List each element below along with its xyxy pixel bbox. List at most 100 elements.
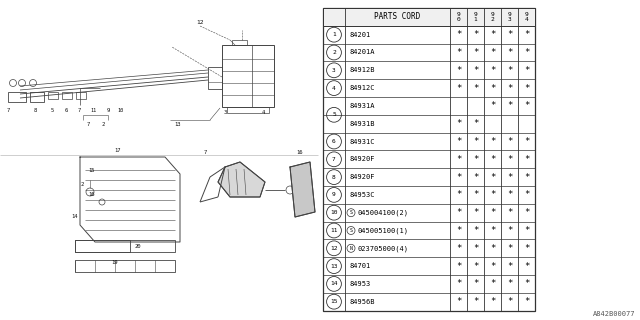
Text: *: * [524, 84, 529, 92]
Text: 9
2: 9 2 [491, 12, 494, 22]
Circle shape [326, 152, 341, 167]
Text: *: * [473, 297, 478, 306]
Text: 2: 2 [101, 122, 104, 126]
Bar [30, 92, 44, 102]
Text: 19: 19 [112, 260, 118, 265]
Text: 84201A: 84201A [349, 50, 374, 55]
Bar [208, 67, 222, 89]
Polygon shape [290, 162, 315, 217]
Text: *: * [507, 279, 512, 288]
Bar [75, 240, 130, 252]
Text: *: * [456, 172, 461, 182]
Text: 023705000(4): 023705000(4) [357, 245, 408, 252]
Text: *: * [473, 208, 478, 217]
Text: *: * [456, 279, 461, 288]
Text: 7: 7 [204, 149, 207, 155]
Text: *: * [507, 30, 512, 39]
Circle shape [347, 227, 355, 235]
Text: 13: 13 [175, 122, 181, 126]
Text: 15: 15 [330, 299, 338, 304]
Text: S: S [349, 210, 353, 215]
Text: 14: 14 [72, 214, 78, 220]
Text: *: * [490, 84, 495, 92]
Bar [76, 92, 86, 99]
Bar [227, 107, 269, 113]
Bar [222, 45, 274, 107]
Text: *: * [456, 137, 461, 146]
Text: *: * [456, 244, 461, 253]
Circle shape [326, 63, 341, 78]
Text: *: * [507, 208, 512, 217]
Text: 84912C: 84912C [349, 85, 374, 91]
Bar [8, 92, 26, 102]
Text: 84956B: 84956B [349, 299, 374, 305]
Text: *: * [490, 208, 495, 217]
Text: *: * [473, 155, 478, 164]
Text: *: * [507, 48, 512, 57]
Text: 9: 9 [332, 192, 336, 197]
Text: *: * [473, 244, 478, 253]
Text: 9
1: 9 1 [474, 12, 477, 22]
Text: 5: 5 [332, 112, 336, 117]
Text: *: * [473, 119, 478, 128]
Text: N: N [349, 246, 353, 251]
Text: *: * [490, 279, 495, 288]
Text: *: * [524, 262, 529, 271]
Text: *: * [456, 84, 461, 92]
Text: 16: 16 [89, 193, 95, 197]
Text: 7: 7 [86, 122, 90, 126]
Circle shape [286, 186, 294, 194]
Text: 84931B: 84931B [349, 121, 374, 127]
Circle shape [326, 294, 341, 309]
Text: *: * [473, 84, 478, 92]
Text: 3: 3 [332, 68, 336, 73]
Polygon shape [218, 162, 265, 197]
Text: 2: 2 [81, 181, 84, 187]
Text: *: * [524, 101, 529, 110]
Text: *: * [507, 262, 512, 271]
Text: 84953C: 84953C [349, 192, 374, 198]
Text: 84953: 84953 [349, 281, 371, 287]
Text: *: * [456, 190, 461, 199]
Text: 7: 7 [332, 157, 336, 162]
Bar [75, 260, 175, 272]
Text: 84931C: 84931C [349, 139, 374, 145]
Text: *: * [490, 244, 495, 253]
Circle shape [326, 170, 341, 185]
Circle shape [326, 45, 341, 60]
Text: 17: 17 [115, 148, 121, 153]
Text: *: * [507, 101, 512, 110]
Circle shape [326, 134, 341, 149]
Text: 8: 8 [332, 175, 336, 180]
Text: *: * [507, 190, 512, 199]
Text: *: * [473, 66, 478, 75]
Text: *: * [524, 244, 529, 253]
Text: *: * [524, 190, 529, 199]
Text: 6: 6 [332, 139, 336, 144]
Text: *: * [524, 297, 529, 306]
Text: 6: 6 [65, 108, 68, 113]
Text: *: * [524, 30, 529, 39]
Text: *: * [507, 137, 512, 146]
Text: *: * [524, 279, 529, 288]
Text: 9: 9 [106, 108, 109, 113]
Bar [323, 8, 535, 311]
Text: *: * [456, 66, 461, 75]
Text: *: * [507, 297, 512, 306]
Text: 84701: 84701 [349, 263, 371, 269]
Circle shape [347, 244, 355, 252]
Text: 12: 12 [330, 246, 338, 251]
Circle shape [29, 79, 36, 86]
Text: *: * [473, 279, 478, 288]
Circle shape [326, 27, 341, 42]
Text: 9
3: 9 3 [508, 12, 511, 22]
Text: 4: 4 [332, 86, 336, 91]
Text: *: * [473, 190, 478, 199]
Text: *: * [524, 155, 529, 164]
Text: S: S [349, 228, 353, 233]
Text: *: * [473, 137, 478, 146]
Text: 12: 12 [196, 20, 204, 26]
Text: 11: 11 [330, 228, 338, 233]
Text: *: * [456, 155, 461, 164]
Text: *: * [473, 48, 478, 57]
